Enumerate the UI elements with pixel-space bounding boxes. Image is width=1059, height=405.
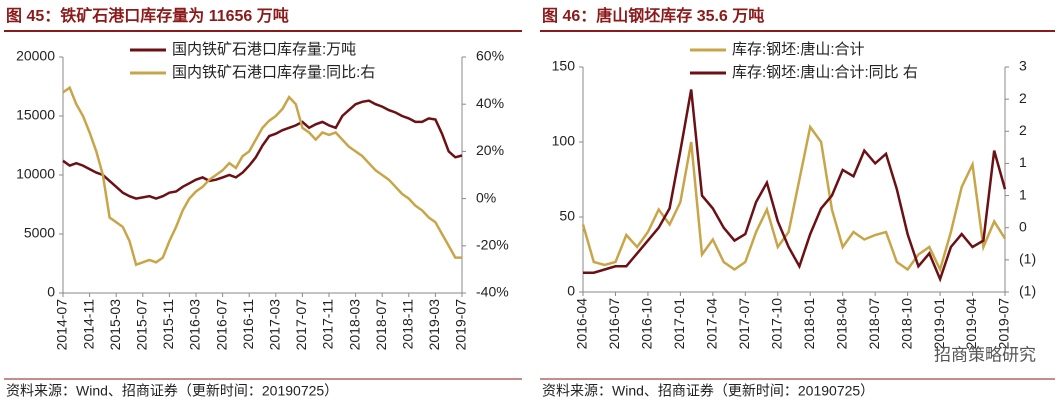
y-tick-label: 0 [567,283,575,299]
watermark: 招商策略研究 [934,345,1036,364]
legend-label: 库存:钢坯:唐山:合计:同比 右 [732,64,918,81]
series-line [62,99,463,200]
x-tick-label: 2016-07 [606,298,622,350]
x-tick-label: 2017-10 [768,298,784,350]
y2-tick-label: -20% [476,237,509,253]
y2-tick-label: 1 [1019,186,1027,202]
x-tick-label: 2019-03 [426,299,442,351]
x-tick-label: 2018-11 [400,299,416,350]
x-tick-label: 2015-11 [160,299,176,350]
chart-title: 图 46：唐山钢坯库存 35.6 万吨 [542,6,764,25]
x-tick-label: 2016-11 [240,299,256,350]
y-tick-label: 5000 [24,225,55,241]
y2-tick-label: 40% [476,95,504,111]
legend-label: 库存:钢坯:唐山:合计 [732,41,865,58]
series-line [583,89,1007,283]
x-tick-label: 2018-10 [898,298,914,350]
x-tick-label: 2019-01 [931,298,947,350]
x-tick-label: 2014-11 [80,299,96,350]
x-tick-label: 2017-04 [704,298,720,350]
y2-tick-label: 3 [1019,58,1027,74]
y2-tick-label: -40% [476,284,509,300]
source: 资料来源：Wind、招商证券（更新时间：20190725） [542,383,874,399]
y2-tick-label: 1 [1019,154,1027,170]
y-tick-label: 0 [47,284,55,300]
y-tick-label: 50 [559,208,575,224]
x-tick-label: 2017-03 [267,299,283,351]
x-tick-label: 2016-10 [639,298,655,350]
x-tick-label: 2017-01 [671,298,687,350]
x-tick-label: 2016-03 [187,299,203,351]
x-tick-label: 2018-07 [373,299,389,351]
series-line [581,123,1007,273]
x-tick-label: 2017-07 [736,298,752,350]
y-tick-label: 100 [552,133,576,149]
x-tick-label: 2018-01 [801,298,817,350]
y-tick-label: 10000 [16,166,55,182]
x-tick-label: 2015-07 [134,299,150,351]
x-tick-label: 2019-04 [963,298,979,350]
x-tick-label: 2015-03 [107,299,123,351]
y2-tick-label: 2 [1019,90,1027,106]
legend-label: 国内铁矿石港口库存量:同比:右 [172,64,375,81]
y-tick-label: 15000 [16,107,55,123]
chart-title: 图 45：铁矿石港口库存量为 11656 万吨 [6,6,289,25]
series-line [62,85,462,267]
y2-tick-label: (1) [1019,251,1036,267]
legend-label: 国内铁矿石港口库存量:万吨 [172,41,356,58]
x-tick-label: 2017-11 [320,299,336,350]
y-tick-label: 150 [552,58,576,74]
y-tick-label: 20000 [16,48,55,64]
x-tick-label: 2018-03 [346,299,362,351]
y2-tick-label: (1) [1019,283,1036,299]
x-tick-label: 2016-04 [574,298,590,350]
x-tick-label: 2014-07 [54,299,70,351]
y2-tick-label: 2 [1019,122,1027,138]
x-tick-label: 2016-07 [213,299,229,351]
y2-tick-label: 20% [476,142,504,158]
x-tick-label: 2019-07 [996,298,1012,350]
y2-tick-label: 0% [476,189,496,205]
source: 资料来源：Wind、招商证券（更新时间：20190725） [6,383,338,399]
x-tick-label: 2019-07 [453,299,469,351]
y2-tick-label: 60% [476,48,504,64]
x-tick-label: 2018-04 [833,298,849,350]
x-tick-label: 2017-07 [293,299,309,351]
y2-tick-label: 0 [1019,218,1027,234]
x-tick-label: 2018-07 [866,298,882,350]
